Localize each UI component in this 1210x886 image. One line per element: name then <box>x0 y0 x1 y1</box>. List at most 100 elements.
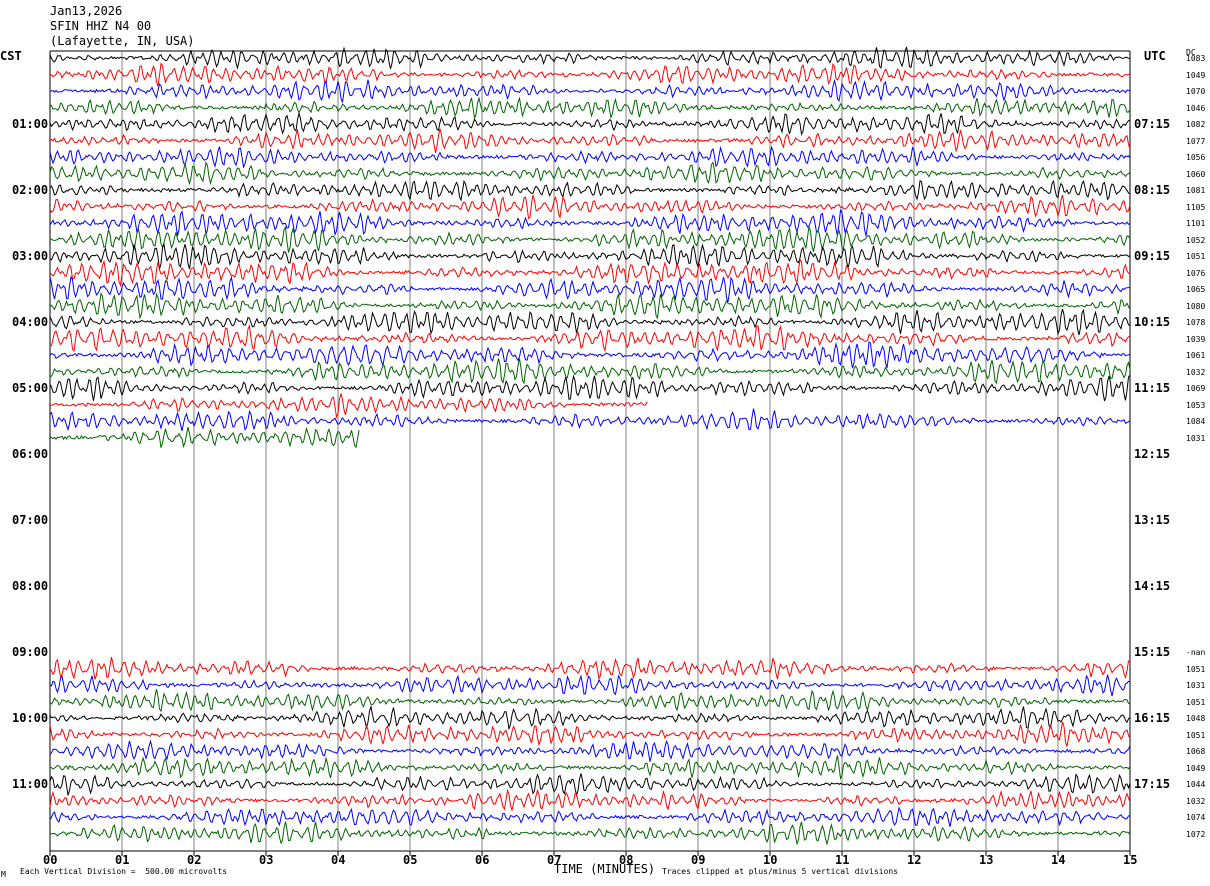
cst-hour-label: 03:00 <box>12 249 49 263</box>
seismic-trace <box>49 704 1131 730</box>
x-tick-label: 01 <box>115 853 130 867</box>
dc-header: DC <box>1186 48 1196 57</box>
seismic-trace <box>49 689 1131 713</box>
dc-offset-label: 1105 <box>1186 202 1206 212</box>
seismic-trace <box>49 257 1131 288</box>
seismic-trace <box>49 393 648 419</box>
seismic-trace <box>49 291 1131 320</box>
x-tick-label: 00 <box>43 853 58 867</box>
seismic-trace <box>49 656 1131 681</box>
dc-offset-label: 1051 <box>1186 697 1206 707</box>
dc-offset-label: 1081 <box>1186 186 1206 195</box>
seismic-trace <box>49 111 1131 136</box>
x-tick-label: 08 <box>619 853 634 867</box>
seismic-trace <box>49 408 1131 432</box>
utc-hour-label: 17:15 <box>1134 777 1171 791</box>
cst-hour-label: 07:00 <box>12 513 49 527</box>
utc-hour-label: 10:15 <box>1134 315 1171 329</box>
utc-hour-label: 11:15 <box>1134 381 1171 395</box>
dc-offset-label: 1065 <box>1186 285 1206 294</box>
dc-offset-label: 1051 <box>1186 664 1206 674</box>
seismic-trace <box>49 96 1131 120</box>
seismic-trace <box>49 806 1130 827</box>
dc-offset-label: 1061 <box>1186 351 1206 360</box>
seismic-trace <box>49 275 1131 303</box>
seismic-trace <box>49 308 1131 336</box>
seismic-trace <box>49 755 1131 781</box>
utc-hour-label: 08:15 <box>1134 183 1171 197</box>
clip-note: Traces clipped at plus/minus 5 vertical … <box>662 867 899 876</box>
dc-offset-label: 1032 <box>1186 796 1206 806</box>
utc-hour-label: 07:15 <box>1134 117 1171 131</box>
dc-offset-label: 1082 <box>1186 120 1206 129</box>
utc-hour-label: 15:15 <box>1134 645 1171 659</box>
x-tick-label: 14 <box>1051 853 1066 867</box>
dc-offset-label: 1083 <box>1186 54 1206 63</box>
scale-note: Each Vertical Division = 500.00 microvol… <box>20 867 228 876</box>
cst-hour-label: 06:00 <box>12 447 49 461</box>
dc-offset-label: 1032 <box>1186 367 1206 377</box>
x-tick-label: 11 <box>835 853 850 867</box>
dc-offset-label: 1049 <box>1186 70 1206 80</box>
dc-offset-label: 1031 <box>1186 433 1206 443</box>
x-tick-label: 02 <box>187 853 202 867</box>
dc-offset-label: 1068 <box>1186 747 1206 756</box>
utc-hour-label: 13:15 <box>1134 513 1171 527</box>
dc-offset-label: 1080 <box>1186 301 1206 311</box>
x-tick-label: 06 <box>475 853 490 867</box>
dc-offset-label: 1039 <box>1186 334 1206 344</box>
dc-offset-label: 1101 <box>1186 219 1206 228</box>
seismic-trace <box>49 242 1131 270</box>
cst-hour-label: 02:00 <box>12 183 49 197</box>
seismic-trace <box>49 145 1131 169</box>
station-location: (Lafayette, IN, USA) <box>50 34 195 48</box>
utc-hour-label: 16:15 <box>1134 711 1171 725</box>
dc-offset-label: 1072 <box>1186 829 1206 839</box>
dc-offset-label: 1053 <box>1186 400 1206 410</box>
seismic-trace <box>49 62 1131 87</box>
seismic-trace <box>49 358 1131 385</box>
utc-hour-label: 12:15 <box>1134 447 1171 461</box>
dc-offset-label: 1077 <box>1186 136 1206 146</box>
x-tick-label: 12 <box>907 853 922 867</box>
seismic-trace <box>49 179 1131 202</box>
seismic-trace <box>49 46 1131 70</box>
x-tick-label: 07 <box>547 853 562 867</box>
seismic-trace <box>49 194 1131 220</box>
seismic-trace <box>49 721 1131 747</box>
seismic-trace <box>49 426 360 449</box>
dc-offset-label: 1076 <box>1186 268 1206 278</box>
seismic-trace <box>49 773 1131 797</box>
dc-offset-label: -nan <box>1186 648 1206 657</box>
cst-hour-label: 11:00 <box>12 777 49 791</box>
station-date: Jan13,2026 <box>50 4 123 18</box>
x-tick-label: 04 <box>331 853 346 867</box>
cst-hour-label: 01:00 <box>12 117 49 131</box>
seismic-trace <box>49 739 1131 762</box>
seismic-trace <box>49 374 1131 402</box>
x-tick-label: 09 <box>691 853 706 867</box>
dc-offset-label: 1069 <box>1186 384 1206 393</box>
cst-hour-label: 08:00 <box>12 579 49 593</box>
seismic-trace <box>49 225 1131 253</box>
x-axis-label: TIME (MINUTES) <box>554 862 656 876</box>
right-timezone: UTC <box>1144 49 1166 63</box>
cst-hour-label: 10:00 <box>12 711 49 725</box>
dc-offset-label: 1049 <box>1186 763 1206 773</box>
cst-hour-label: 09:00 <box>12 645 49 659</box>
dc-offset-label: 1051 <box>1186 252 1206 261</box>
dc-offset-label: 1048 <box>1186 714 1206 723</box>
seismic-trace <box>49 208 1131 237</box>
dc-offset-label: 1052 <box>1186 235 1206 245</box>
seismic-trace <box>49 324 1131 353</box>
corner-mark: M <box>1 870 6 879</box>
x-tick-label: 03 <box>259 853 274 867</box>
seismic-trace <box>49 821 1131 846</box>
dc-offset-label: 1070 <box>1186 87 1206 96</box>
dc-offset-label: 1056 <box>1186 153 1206 162</box>
cst-hour-label: 05:00 <box>12 381 49 395</box>
dc-offset-label: 1084 <box>1186 417 1206 426</box>
seismic-trace <box>49 788 1131 812</box>
seismic-trace <box>49 341 1131 369</box>
